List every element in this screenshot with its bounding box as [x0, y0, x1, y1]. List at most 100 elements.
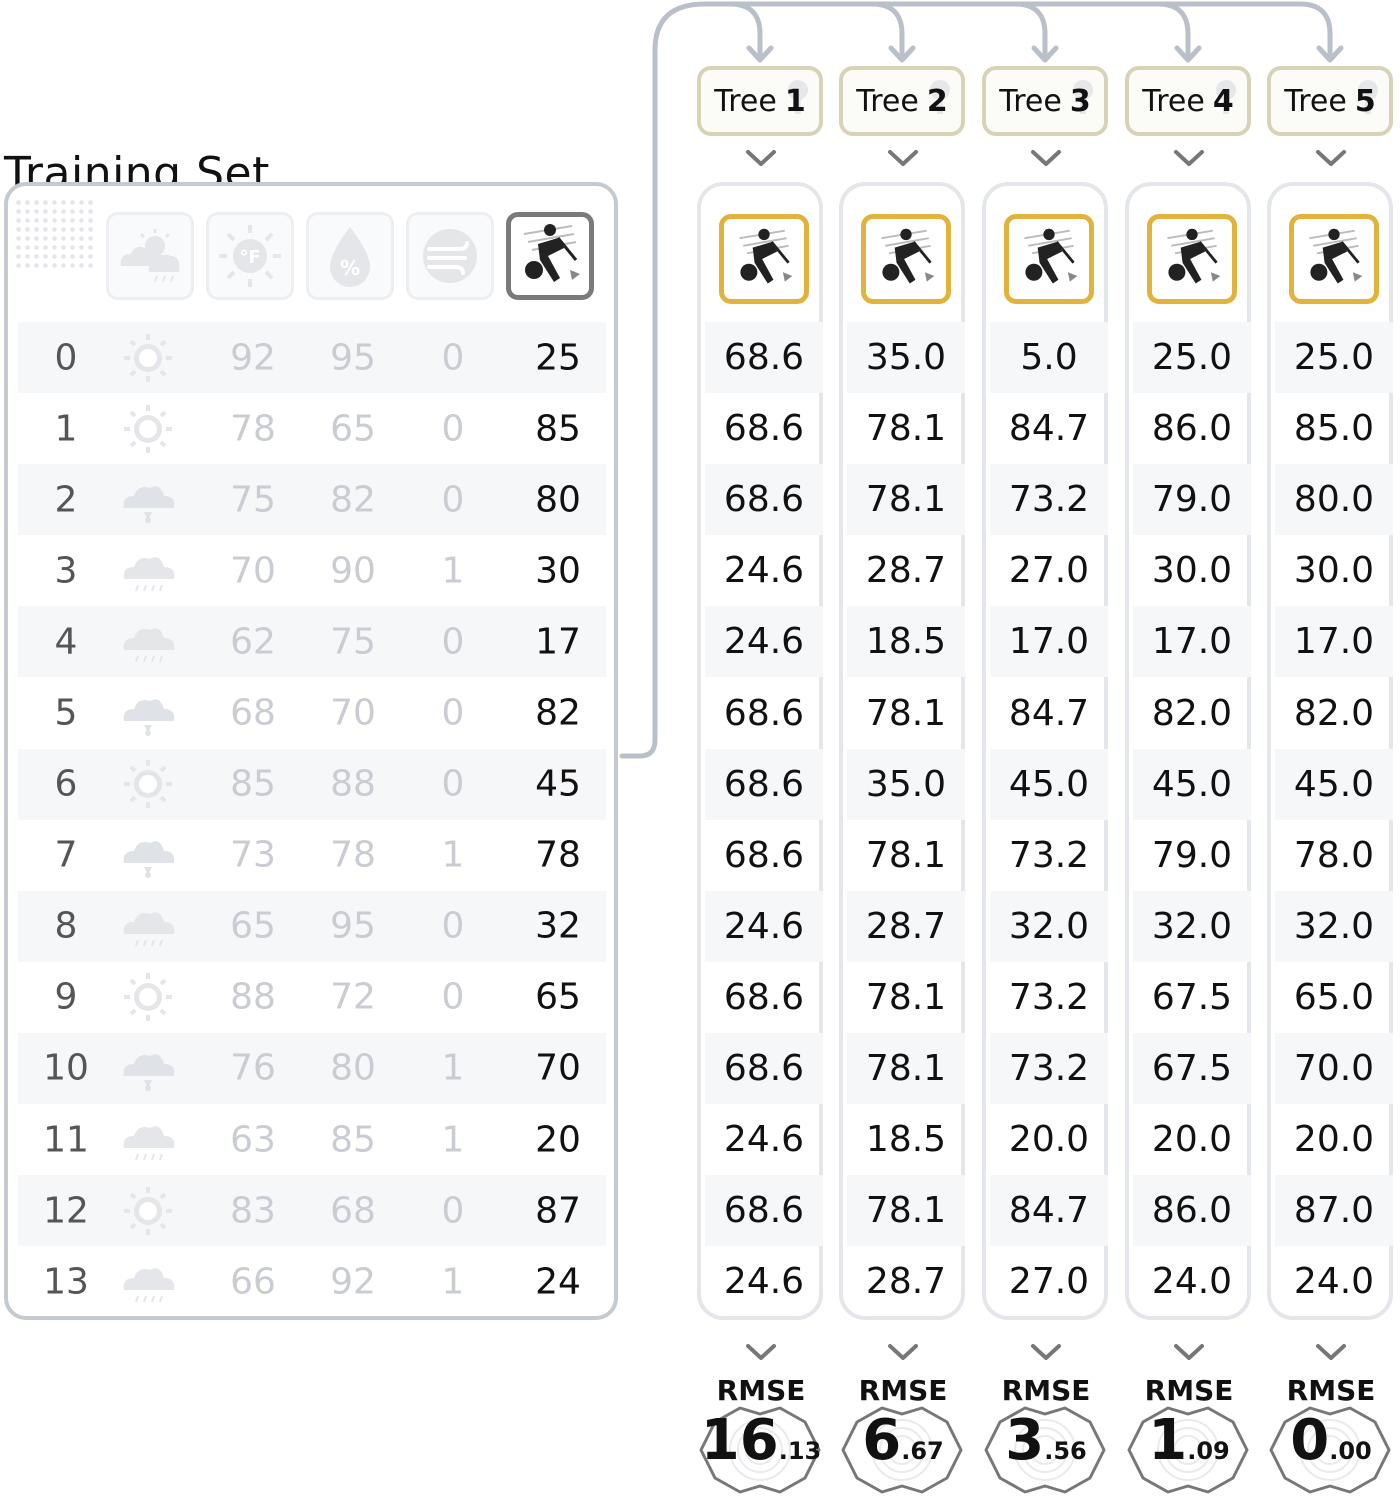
row-index: 8	[54, 905, 78, 947]
prediction-value: 65.0	[1293, 976, 1375, 1018]
chevron-down-icon	[1030, 1342, 1062, 1362]
target-value: 32	[535, 905, 581, 947]
table-row: 6 85 88 0 45	[18, 748, 606, 820]
rmse-badge-icon	[1123, 1400, 1253, 1500]
prediction-value: 84.7	[1008, 408, 1090, 450]
temperature-value: 83	[230, 1190, 276, 1232]
rmse-label: RMSE	[1144, 1374, 1234, 1407]
rmse-label: RMSE	[858, 1374, 948, 1407]
prediction-value: 18.5	[847, 606, 965, 678]
prediction-value: 82.0	[1151, 692, 1233, 734]
outlook-sunny-icon	[118, 332, 178, 384]
prediction-list: 25.0 86.0 79.0 30.0 17.0 82.0 45.0 79.0 32.0 67.5…	[1133, 322, 1251, 1317]
wind-value: 1	[441, 1119, 465, 1161]
prediction-value: 79.0	[1151, 834, 1233, 876]
humidity-value: 80	[330, 1047, 376, 1089]
prediction-value: 68.6	[723, 976, 805, 1018]
table-row: 13 66 92 1 24	[18, 1246, 606, 1317]
prediction-panel: 25.0 85.0 80.0 30.0 17.0 82.0 45.0 78.0 32.0 65.0…	[1267, 182, 1393, 1320]
prediction-value: 85.0	[1293, 408, 1375, 450]
prediction-value: 68.6	[723, 408, 805, 450]
prediction-value: 30.0	[1151, 550, 1233, 592]
table-row: 2 75 82 0 80	[18, 464, 606, 536]
rmse-badge-icon	[695, 1400, 825, 1500]
rmse-label: RMSE	[1001, 1374, 1091, 1407]
prediction-value: 24.0	[1151, 1261, 1233, 1303]
wind-value: 1	[441, 550, 465, 592]
rmse-label: RMSE	[1286, 1374, 1376, 1407]
prediction-list: 25.0 85.0 80.0 30.0 17.0 82.0 45.0 78.0 32.0 65.0…	[1275, 322, 1393, 1317]
row-index: 10	[43, 1047, 89, 1089]
prediction-list: 68.6 68.6 68.6 24.6 24.6 68.6 68.6 68.6 24.6 68.6…	[705, 322, 823, 1317]
outlook-rainy-icon	[118, 545, 178, 597]
chevron-down-icon	[745, 1342, 777, 1362]
outlook-overcast-icon	[118, 474, 178, 526]
wind-value: 1	[441, 1047, 465, 1089]
temperature-value: 78	[230, 408, 276, 450]
table-row: 1 78 65 0 85	[18, 393, 606, 464]
row-index: 2	[54, 479, 78, 521]
prediction-value: 78.0	[1293, 834, 1375, 876]
row-index: 4	[54, 621, 78, 663]
tree-label-text: Tree	[714, 83, 777, 119]
outlook-rainy-icon	[118, 1256, 178, 1308]
tree-label-text: Tree	[1284, 83, 1347, 119]
table-row: 7 73 78 1 78	[18, 820, 606, 891]
prediction-value: 73.2	[990, 464, 1108, 536]
prediction-value: 86.0	[1151, 408, 1233, 450]
tree-label-text: Tree	[856, 83, 919, 119]
humidity-value: 92	[330, 1261, 376, 1303]
chevron-down-icon	[745, 148, 777, 168]
wind-value: 0	[441, 1190, 465, 1232]
outlook-overcast-icon	[118, 829, 178, 881]
prediction-value: 25.0	[1275, 322, 1393, 394]
row-index: 9	[54, 976, 78, 1018]
humidity-header-icon: %	[306, 212, 394, 300]
outlook-rainy-icon	[118, 900, 178, 952]
target-value: 45	[535, 763, 581, 805]
rmse-badge-icon	[1265, 1400, 1395, 1500]
chevron-down-icon	[1030, 148, 1062, 168]
rmse-decimal: .13	[778, 1437, 822, 1465]
prediction-panel: 5.0 84.7 73.2 27.0 17.0 84.7 45.0 73.2 32.0 73.2 7…	[982, 182, 1108, 1320]
wind-value: 0	[441, 976, 465, 1018]
prediction-value: 27.0	[1008, 550, 1090, 592]
prediction-value: 84.7	[990, 1175, 1108, 1247]
chevron-down-icon	[1173, 1342, 1205, 1362]
table-row: 4 62 75 0 17	[18, 606, 606, 678]
decorative-dots	[14, 198, 94, 268]
prediction-value: 32.0	[1133, 890, 1251, 962]
temperature-value: 75	[230, 479, 276, 521]
outlook-sunny-icon	[118, 758, 178, 810]
outlook-header-icon	[106, 212, 194, 300]
prediction-value: 24.6	[705, 890, 823, 962]
prediction-list: 5.0 84.7 73.2 27.0 17.0 84.7 45.0 73.2 32.0 73.2 7…	[990, 322, 1108, 1317]
prediction-value: 67.5	[1151, 976, 1233, 1018]
rmse-integer: 16	[700, 1408, 779, 1473]
prediction-value: 68.6	[705, 464, 823, 536]
prediction-value: 73.2	[990, 1032, 1108, 1105]
row-index: 5	[54, 692, 78, 734]
row-index: 0	[54, 337, 78, 379]
rmse-decimal: .09	[1187, 1437, 1230, 1465]
temperature-value: 70	[230, 550, 276, 592]
rmse-badge-icon	[837, 1400, 967, 1500]
prediction-panel: 68.6 68.6 68.6 24.6 24.6 68.6 68.6 68.6 24.6 68.6…	[697, 182, 823, 1320]
prediction-value: 82.0	[1293, 692, 1375, 734]
prediction-value: 45.0	[1133, 748, 1251, 820]
tree-number: 4	[1212, 83, 1234, 119]
prediction-value: 17.0	[990, 606, 1108, 678]
temperature-value: 66	[230, 1261, 276, 1303]
target-value: 17	[535, 621, 581, 663]
prediction-value: 35.0	[847, 748, 965, 820]
outlook-overcast-icon	[118, 1042, 178, 1094]
outlook-sunny-icon	[118, 1185, 178, 1237]
wind-value: 0	[441, 621, 465, 663]
prediction-panel: 35.0 78.1 78.1 28.7 18.5 78.1 35.0 78.1 28.7 78.1…	[839, 182, 965, 1320]
prediction-value: 78.1	[865, 408, 947, 450]
prediction-value: 24.0	[1293, 1261, 1375, 1303]
wind-header-icon	[406, 212, 494, 300]
prediction-value: 35.0	[847, 322, 965, 394]
table-row: 9 88 72 0 65	[18, 962, 606, 1033]
golf-player-icon	[861, 214, 951, 304]
